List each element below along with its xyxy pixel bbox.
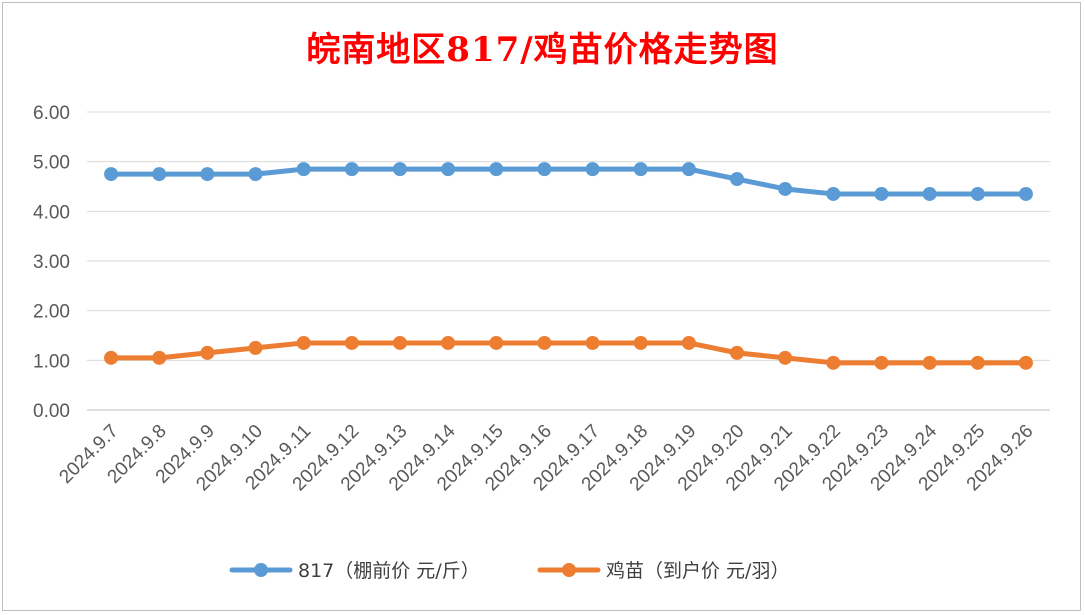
y-tick-label: 2.00	[33, 302, 70, 323]
data-point	[152, 167, 167, 182]
data-point	[874, 355, 889, 370]
data-point	[152, 350, 167, 365]
data-point	[1018, 186, 1033, 201]
data-point	[392, 162, 407, 177]
data-point	[730, 345, 745, 360]
data-point	[730, 172, 745, 187]
data-point	[681, 335, 696, 350]
data-point	[1018, 355, 1033, 370]
legend-marker	[562, 563, 576, 577]
legend-label: 鸡苗（到户价 元/羽）	[606, 560, 789, 582]
y-axis-ticks: 0.00 1.00 2.00 3.00 4.00 5.00 6.00	[33, 103, 70, 422]
data-point	[778, 350, 793, 365]
data-point	[441, 162, 456, 177]
y-tick-label: 5.00	[33, 153, 70, 174]
series-layer	[104, 162, 1033, 370]
data-point	[826, 186, 841, 201]
data-point	[681, 162, 696, 177]
data-point	[585, 162, 600, 177]
data-point	[633, 162, 648, 177]
data-point	[537, 335, 552, 350]
data-point	[296, 162, 311, 177]
x-axis-ticks: 2024.9.72024.9.82024.9.92024.9.102024.9.…	[55, 420, 1037, 495]
data-point	[970, 186, 985, 201]
y-tick-label: 0.00	[33, 401, 70, 422]
series-line	[108, 166, 1029, 197]
series-line	[108, 340, 1029, 366]
series-1	[104, 162, 1033, 201]
data-point	[392, 335, 407, 350]
data-point	[296, 335, 311, 350]
series-2	[104, 335, 1033, 370]
data-point	[248, 340, 263, 355]
data-point	[537, 162, 552, 177]
data-point	[826, 355, 841, 370]
y-tick-label: 6.00	[33, 103, 70, 124]
data-point	[344, 162, 359, 177]
data-point	[874, 186, 889, 201]
data-point	[200, 167, 215, 182]
gridlines	[87, 111, 1050, 411]
y-tick-label: 4.00	[33, 202, 70, 223]
data-point	[778, 181, 793, 196]
data-point	[489, 335, 504, 350]
legend-item: 鸡苗（到户价 元/羽）	[537, 560, 789, 582]
data-point	[344, 335, 359, 350]
data-point	[970, 355, 985, 370]
y-tick-label: 1.00	[33, 351, 70, 372]
data-point	[585, 335, 600, 350]
legend-label: 817（棚前价 元/斤）	[298, 560, 480, 582]
data-point	[633, 335, 648, 350]
data-point	[104, 350, 119, 365]
data-point	[922, 186, 937, 201]
data-point	[200, 345, 215, 360]
data-point	[489, 162, 504, 177]
legend: 817（棚前价 元/斤） 鸡苗（到户价 元/羽）	[229, 560, 789, 582]
y-tick-label: 3.00	[33, 252, 70, 273]
data-point	[104, 167, 119, 182]
data-point	[248, 167, 263, 182]
chart-title: 皖南地区817/鸡苗价格走势图	[306, 30, 779, 70]
data-point	[441, 335, 456, 350]
legend-item: 817（棚前价 元/斤）	[229, 560, 480, 582]
legend-marker	[254, 563, 268, 577]
data-point	[922, 355, 937, 370]
